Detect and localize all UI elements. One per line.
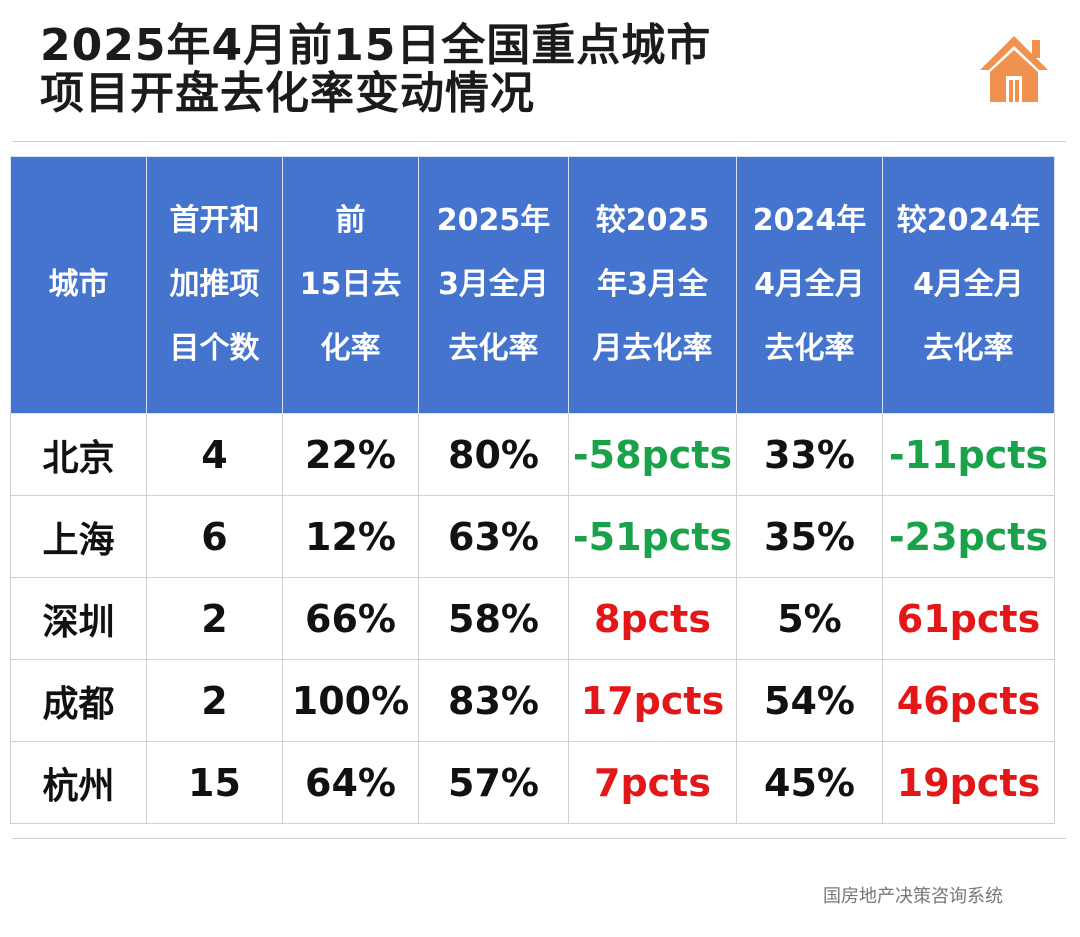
cell-city: 北京 (10, 413, 147, 496)
column-header-line: 去化率 (923, 331, 1014, 366)
cell-mar2025: 57% (418, 741, 569, 824)
table-row: 成都 2 100% 83% 17pcts 54% 46pcts (10, 659, 1055, 742)
column-header-line: 2024年 (752, 203, 867, 238)
column-header-line: 较2025 (595, 203, 710, 238)
cell-projects: 2 (146, 659, 283, 742)
cell-city: 深圳 (10, 577, 147, 660)
column-header-line: 去化率 (764, 331, 855, 366)
source-label: 国房地产决策咨询系统 (823, 886, 1003, 907)
cell-mar2025: 80% (418, 413, 569, 496)
top-divider (12, 141, 1066, 142)
cell-vs-apr2024: 46pcts (882, 659, 1055, 742)
cell-mar2025: 83% (418, 659, 569, 742)
cell-city: 上海 (10, 495, 147, 578)
title-line-1: 2025年4月前15日全国重点城市 (40, 20, 712, 71)
column-header: 2025年 3月全月去化率 (418, 156, 569, 414)
cell-projects: 6 (146, 495, 283, 578)
cell-vs-mar2025: -51pcts (568, 495, 737, 578)
column-header-line: 去化率 (448, 331, 539, 366)
cell-vs-apr2024: -11pcts (882, 413, 1055, 496)
table-row: 深圳 2 66% 58% 8pcts 5% 61pcts (10, 577, 1055, 660)
cell-vs-apr2024: 19pcts (882, 741, 1055, 824)
table-row: 杭州 15 64% 57% 7pcts 45% 19pcts (10, 741, 1055, 824)
cell-vs-mar2025: 17pcts (568, 659, 737, 742)
column-header-line: 3月全月 (438, 267, 549, 302)
cell-vs-apr2024: -23pcts (882, 495, 1055, 578)
title-line-2: 项目开盘去化率变动情况 (40, 68, 535, 119)
column-header: 较2024年 4月全月去化率 (882, 156, 1055, 414)
column-header-line: 较2024年 (896, 203, 1041, 238)
cell-vs-mar2025: 7pcts (568, 741, 737, 824)
column-header-line: 15日去 (299, 267, 402, 302)
column-header-line: 化率 (320, 331, 381, 366)
table-header-row: 城市 首开和加推项目个数 前 15日去化率 2025年 3月全月去化率 较2025 年3月全月… (10, 156, 1055, 414)
cell-apr2024: 45% (736, 741, 883, 824)
column-header-line: 月去化率 (592, 331, 713, 366)
data-table: 城市 首开和加推项目个数 前 15日去化率 2025年 3月全月去化率 较2025 年3月全月… (10, 156, 1055, 824)
column-header-line: 2025年 (436, 203, 551, 238)
cell-first15: 66% (282, 577, 419, 660)
cell-first15: 100% (282, 659, 419, 742)
cell-vs-apr2024: 61pcts (882, 577, 1055, 660)
cell-first15: 64% (282, 741, 419, 824)
cell-city: 杭州 (10, 741, 147, 824)
cell-apr2024: 5% (736, 577, 883, 660)
bottom-divider (12, 838, 1066, 839)
column-header: 2024年 4月全月去化率 (736, 156, 883, 414)
column-header-line: 前 (335, 203, 366, 238)
column-header: 前 15日去化率 (282, 156, 419, 414)
table-row: 北京 4 22% 80% -58pcts 33% -11pcts (10, 413, 1055, 496)
cell-apr2024: 54% (736, 659, 883, 742)
cell-first15: 12% (282, 495, 419, 578)
cell-projects: 15 (146, 741, 283, 824)
column-header-line: 4月全月 (754, 267, 865, 302)
column-header-line: 4月全月 (913, 267, 1024, 302)
table-body: 北京 4 22% 80% -58pcts 33% -11pcts 上海 6 12% 63% -51pc… (10, 413, 1055, 824)
cell-apr2024: 33% (736, 413, 883, 496)
cell-first15: 22% (282, 413, 419, 496)
column-header: 首开和 加推项 目个数 (146, 156, 283, 414)
cell-city: 成都 (10, 659, 147, 742)
cell-projects: 4 (146, 413, 283, 496)
cell-apr2024: 35% (736, 495, 883, 578)
cell-vs-mar2025: 8pcts (568, 577, 737, 660)
data-table-wrap: 城市 首开和加推项目个数 前 15日去化率 2025年 3月全月去化率 较2025 年3月全月… (10, 156, 1055, 824)
column-header-line: 城市 (48, 267, 109, 302)
house-icon (976, 30, 1052, 106)
column-header-line: 首开和 (169, 203, 260, 238)
column-header-line: 年3月全 (597, 267, 708, 302)
page-title: 2025年4月前15日全国重点城市 项目开盘去化率变动情况 (40, 22, 711, 118)
cell-projects: 2 (146, 577, 283, 660)
column-header: 较2025 年3月全月去化率 (568, 156, 737, 414)
column-header: 城市 (10, 156, 147, 414)
cell-mar2025: 63% (418, 495, 569, 578)
column-header-line: 目个数 (169, 331, 260, 366)
cell-vs-mar2025: -58pcts (568, 413, 737, 496)
column-header-line: 加推项 (169, 267, 260, 302)
cell-mar2025: 58% (418, 577, 569, 660)
table-row: 上海 6 12% 63% -51pcts 35% -23pcts (10, 495, 1055, 578)
